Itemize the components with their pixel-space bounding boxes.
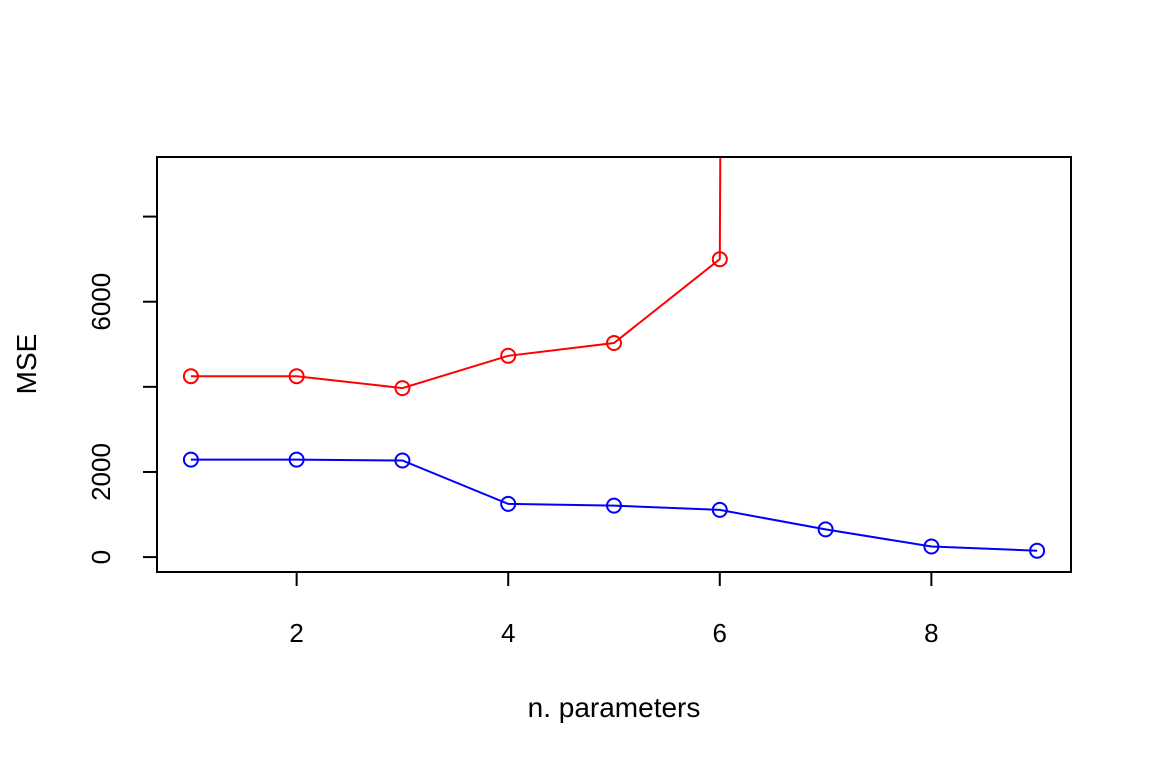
data-point (394, 452, 411, 469)
x-tick-label: 8 (924, 618, 938, 648)
data-point (606, 335, 622, 351)
plot-frame (156, 156, 1072, 573)
y-tick-label: 6000 (86, 273, 116, 331)
x-axis-label: n. parameters (528, 692, 701, 723)
data-point (711, 501, 728, 518)
data-point (817, 521, 834, 538)
y-axis: 0 2000 6000 (86, 215, 158, 564)
data-point (288, 368, 305, 385)
x-tick-label: 2 (289, 618, 303, 648)
data-point (606, 497, 622, 514)
data-point (711, 251, 728, 268)
data-point (182, 451, 199, 468)
x-axis: 2 4 6 8 (289, 571, 939, 648)
y-tick-label: 0 (86, 550, 116, 564)
x-tick-label: 4 (501, 618, 515, 648)
data-point (288, 451, 305, 468)
x-tick-label: 6 (713, 618, 727, 648)
y-axis-label: MSE (11, 334, 42, 395)
y-tick-label: 2000 (86, 443, 116, 501)
series-line-2 (190, 458, 1038, 552)
data-point (182, 368, 199, 385)
data-point (1029, 542, 1046, 559)
series-line-1 (190, 157, 722, 390)
data-point (923, 538, 940, 555)
data-point (500, 347, 517, 364)
series-layer (182, 157, 1046, 559)
data-point (500, 495, 517, 512)
data-point (394, 380, 411, 397)
